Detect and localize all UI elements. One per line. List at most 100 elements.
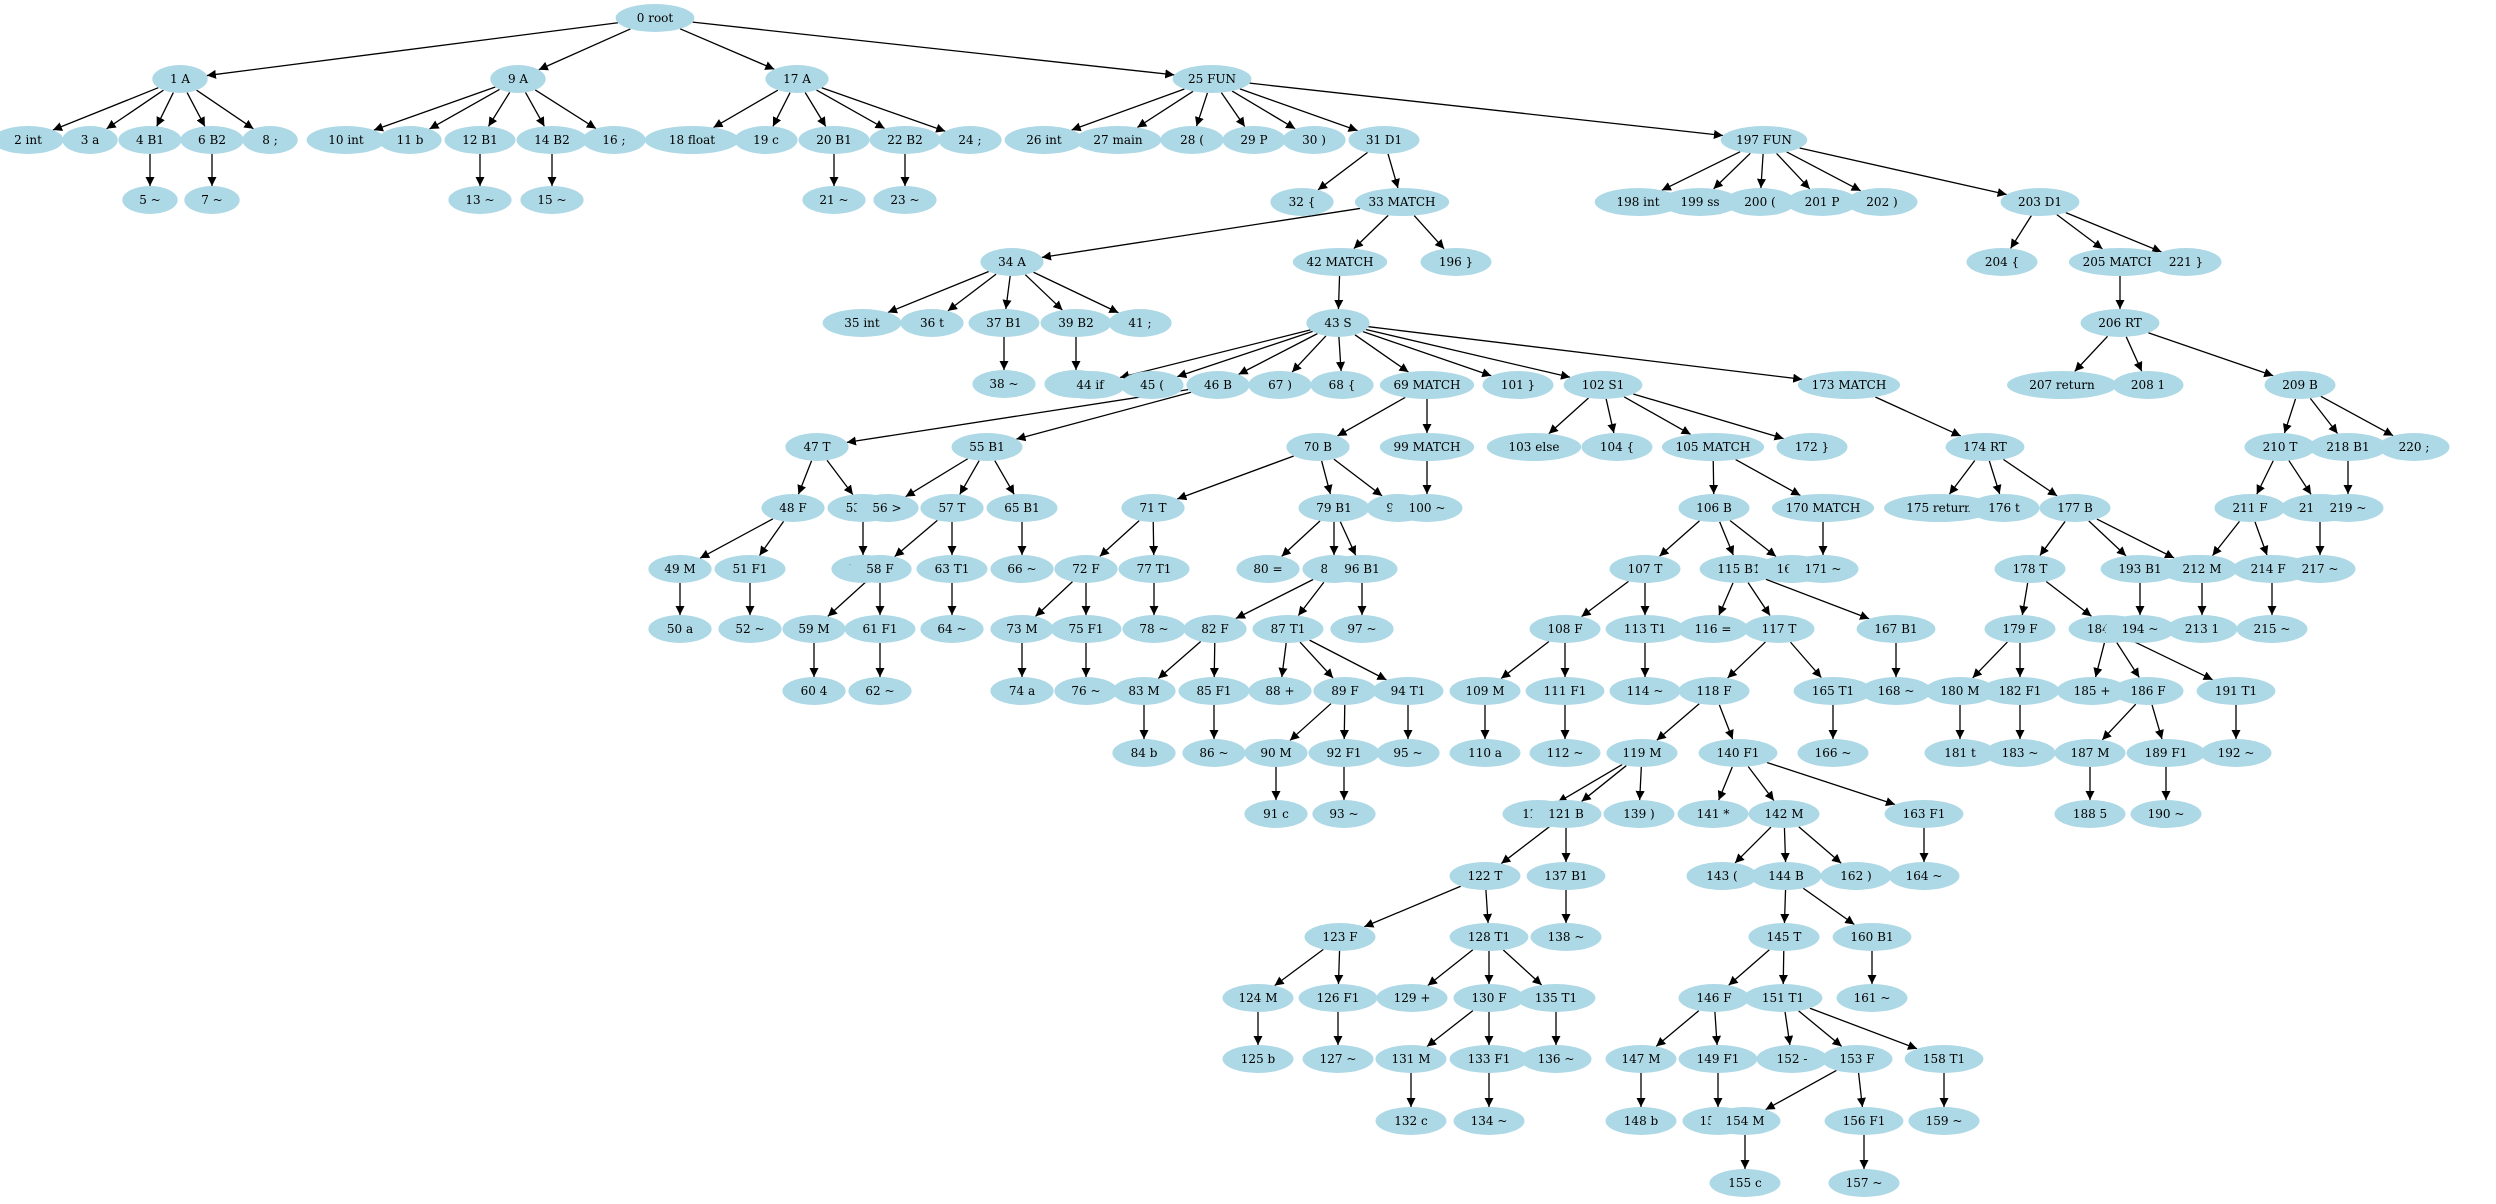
tree-node-197: 197 FUN	[1720, 126, 1808, 154]
node-label: 193 B1	[2118, 562, 2161, 576]
node-label: 91 c	[1263, 807, 1289, 821]
node-label: 178 T	[2013, 562, 2048, 576]
node-ellipse	[1609, 677, 1681, 705]
tree-edge-145-151	[1778, 950, 1788, 985]
node-ellipse	[990, 677, 1054, 705]
node-label: 5 ~	[139, 193, 161, 207]
tree-edge-87-94	[1309, 639, 1387, 681]
node-label: 115 B1	[1717, 562, 1760, 576]
node-label: 99 MATCH	[1393, 440, 1460, 454]
tree-node-5: 5 ~	[122, 186, 178, 214]
tree-node-140: 140 F1	[1698, 739, 1778, 767]
node-ellipse	[2200, 739, 2272, 767]
node-ellipse	[1182, 739, 1246, 767]
tree-edge-25-30	[1231, 90, 1296, 130]
node-label: 15 ~	[537, 193, 566, 207]
tree-node-14: 14 B2	[516, 126, 588, 154]
tree-edge-43-102	[1365, 328, 1571, 380]
node-label: 182 F1	[1999, 684, 2042, 698]
node-label: 4 B1	[136, 133, 164, 147]
node-ellipse	[1797, 739, 1869, 767]
node-label: 130 F	[1471, 991, 1506, 1005]
tree-edge-151-152	[1784, 1011, 1794, 1046]
tree-edge-122-123	[1364, 885, 1461, 928]
tree-node-59: 59 M	[782, 615, 846, 643]
tree-node-3: 3 a	[62, 126, 118, 154]
tree-node-182: 182 F1	[1980, 677, 2060, 705]
tree-edge-210-211	[2256, 460, 2274, 495]
tree-node-69: 69 MATCH	[1379, 371, 1475, 399]
tree-node-72: 72 F	[1054, 555, 1118, 583]
tree-node-181: 181 t	[1924, 739, 1996, 767]
node-ellipse	[1904, 1045, 1984, 1073]
node-ellipse	[1980, 677, 2060, 705]
node-ellipse	[1178, 677, 1250, 705]
node-ellipse	[1516, 984, 1596, 1012]
tree-node-88: 88 +	[1248, 677, 1312, 705]
node-label: 143 (	[1706, 869, 1737, 883]
node-label: 149 F1	[1697, 1052, 1740, 1066]
tree-edge-9-14	[524, 92, 545, 127]
node-label: 93 ~	[1329, 807, 1358, 821]
node-label: 141 *	[1697, 807, 1730, 821]
node-ellipse	[2000, 188, 2080, 216]
tree-edge-43-46	[1238, 333, 1318, 375]
tree-node-66: 66 ~	[990, 555, 1054, 583]
tree-node-61: 61 F1	[844, 615, 916, 643]
tree-node-186: 186 F	[2112, 677, 2184, 705]
node-ellipse	[1486, 433, 1582, 461]
tree-node-168: 168 ~	[1860, 677, 1932, 705]
tree-node-138: 138 ~	[1530, 923, 1602, 951]
tree-node-20: 20 B1	[798, 126, 870, 154]
tree-node-178: 178 T	[1994, 555, 2066, 583]
tree-edge-197-201	[1776, 152, 1811, 190]
tree-node-129: 129 +	[1376, 984, 1448, 1012]
tree-node-78: 78 ~	[1122, 615, 1186, 643]
node-label: 146 F	[1696, 991, 1731, 1005]
tree-edge-79-80	[1281, 520, 1321, 557]
node-ellipse	[2112, 677, 2184, 705]
tree-edge-106-169	[1729, 519, 1777, 558]
node-ellipse	[1724, 188, 1796, 216]
node-label: 89 F	[1331, 684, 1358, 698]
tree-edge-72-73	[1035, 581, 1073, 617]
node-ellipse	[718, 615, 782, 643]
tree-node-118: 118 F	[1678, 677, 1750, 705]
tree-edge-1-3	[106, 89, 164, 130]
node-ellipse	[1821, 1045, 1893, 1073]
tree-edge-25-26	[1071, 88, 1185, 132]
node-label: 19 c	[753, 133, 779, 147]
tree-edge-197-198	[1661, 151, 1741, 191]
node-ellipse	[1748, 800, 1820, 828]
node-label: 109 M	[1465, 684, 1504, 698]
node-label: 116 =	[1695, 622, 1732, 636]
tree-node-122: 122 T	[1449, 862, 1521, 890]
tree-edge-153-156	[1856, 1072, 1866, 1108]
tree-edge-17-19	[772, 92, 791, 127]
tree-edge-34-35	[887, 270, 989, 314]
tree-node-134: 134 ~	[1453, 1107, 1525, 1135]
node-label: 88 +	[1265, 684, 1294, 698]
tree-edge-79-96	[1339, 521, 1357, 556]
node-label: 196 }	[1439, 255, 1473, 269]
node-label: 106 B	[1696, 501, 1732, 515]
node-label: 163 F1	[1903, 807, 1946, 821]
node-ellipse	[2264, 371, 2336, 399]
tree-node-56: 56 >	[855, 494, 919, 522]
tree-edge-9-11	[429, 88, 500, 130]
node-ellipse	[1248, 371, 1312, 399]
node-label: 92 F1	[1326, 746, 1361, 760]
tree-node-51: 51 F1	[714, 555, 786, 583]
tree-edge-140-141	[1717, 766, 1733, 801]
node-ellipse	[2039, 494, 2111, 522]
tree-edge-203-204	[2010, 215, 2032, 249]
node-label: 56 >	[872, 501, 901, 515]
node-label: 176 t	[1988, 501, 2020, 515]
node-label: 21 ~	[819, 193, 848, 207]
node-label: 159 ~	[1926, 1114, 1963, 1128]
node-ellipse	[990, 555, 1054, 583]
node-label: 82 F	[1201, 622, 1228, 636]
node-label: 113 T1	[1624, 622, 1666, 636]
tree-edge-1-8	[196, 89, 254, 130]
node-label: 107 T	[1628, 562, 1663, 576]
